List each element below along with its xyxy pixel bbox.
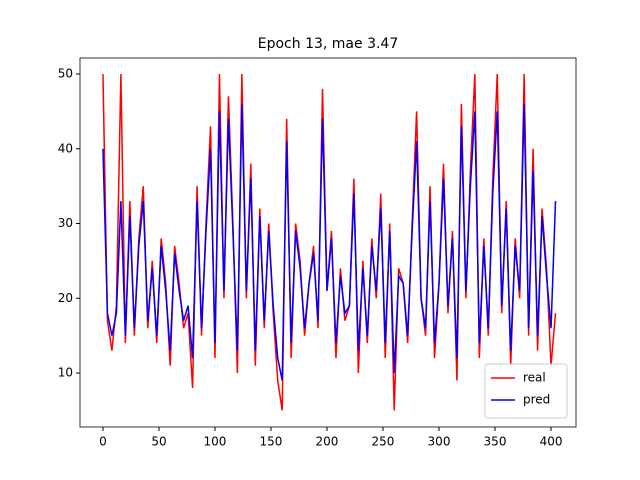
series-line bbox=[102, 73, 557, 411]
y-tick-label: 10 bbox=[58, 366, 73, 380]
x-tick-label: 150 bbox=[260, 435, 283, 449]
legend-label: real bbox=[523, 371, 546, 385]
x-tick-label: 50 bbox=[151, 435, 166, 449]
legend-label: pred bbox=[523, 393, 550, 407]
y-tick-label: 20 bbox=[58, 291, 73, 305]
plot-frame bbox=[79, 57, 577, 428]
chart-title: Epoch 13, mae 3.47 bbox=[258, 36, 399, 52]
x-tick-label: 200 bbox=[316, 435, 339, 449]
x-tick-label: 400 bbox=[540, 435, 563, 449]
x-tick-label: 300 bbox=[428, 435, 451, 449]
series-line bbox=[102, 103, 557, 381]
x-tick-label: 100 bbox=[204, 435, 227, 449]
y-tick-label: 50 bbox=[58, 66, 73, 80]
y-tick-label: 30 bbox=[58, 216, 73, 230]
x-tick-label: 250 bbox=[372, 435, 395, 449]
y-tick-label: 40 bbox=[58, 141, 73, 155]
x-tick-label: 0 bbox=[99, 435, 107, 449]
x-tick-label: 350 bbox=[484, 435, 507, 449]
